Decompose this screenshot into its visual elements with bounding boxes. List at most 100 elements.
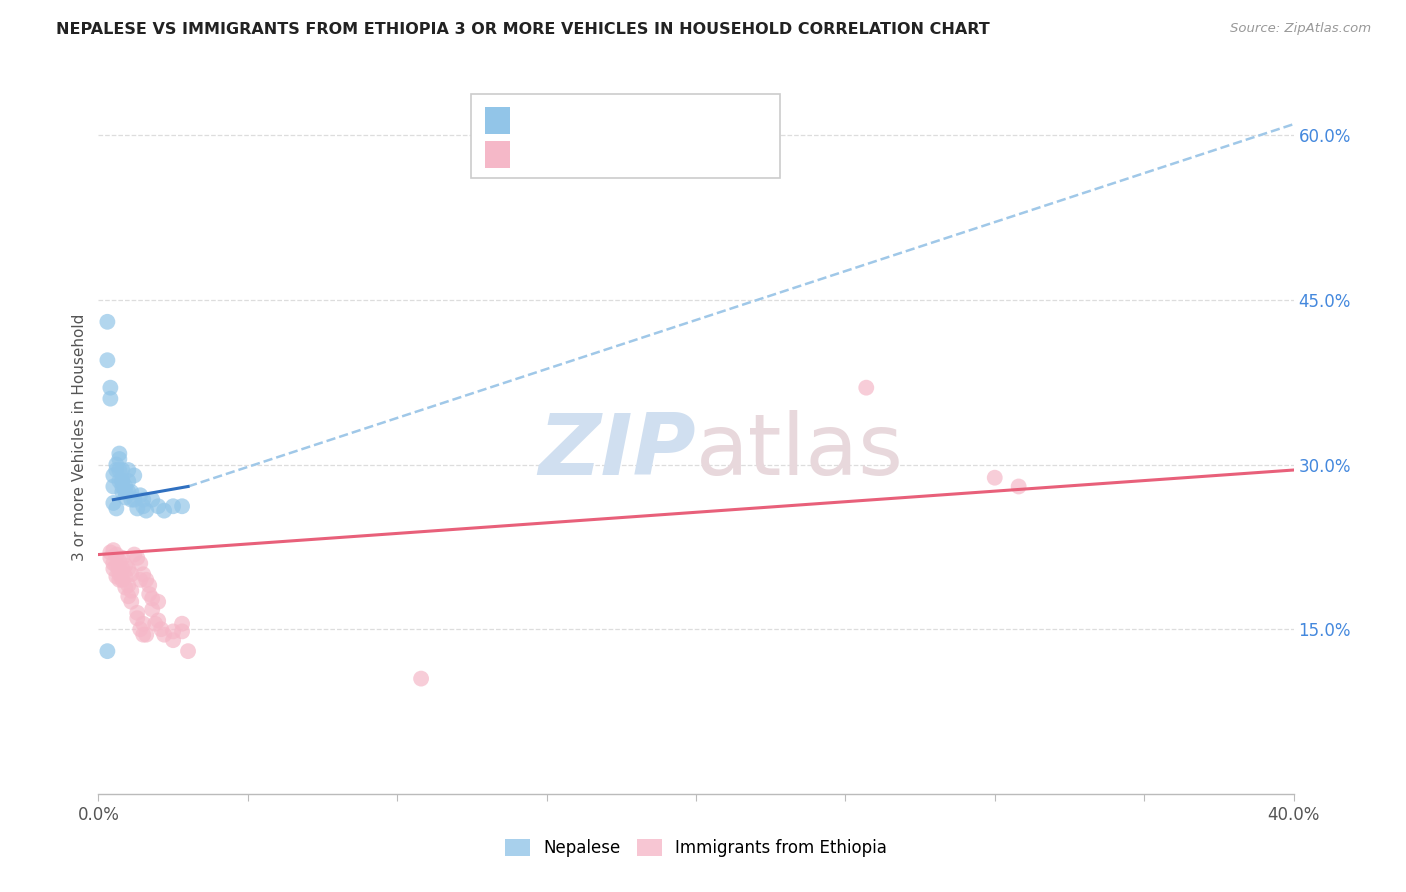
Point (96, 353, 118, 368)
Point (108, 463, 131, 477)
Point (117, 463, 139, 477)
Text: NEPALESE VS IMMIGRANTS FROM ETHIOPIA 3 OR MORE VEHICLES IN HOUSEHOLD CORRELATION: NEPALESE VS IMMIGRANTS FROM ETHIOPIA 3 O… (56, 22, 990, 37)
Point (103, 562, 125, 576)
Point (105, 558, 128, 573)
Point (111, 485, 134, 500)
Text: ZIP: ZIP (538, 409, 696, 493)
Point (1008, 479, 1031, 493)
Point (120, 595, 142, 609)
Point (98, 550, 122, 565)
Point (111, 479, 134, 493)
Point (114, 479, 136, 493)
Point (98, 545, 122, 559)
Point (135, 628, 157, 642)
Point (129, 573, 152, 587)
Point (172, 624, 194, 639)
Point (111, 474, 134, 488)
Point (108, 554, 131, 568)
Point (141, 591, 163, 606)
Text: N =: N = (613, 110, 665, 128)
Text: Source: ZipAtlas.com: Source: ZipAtlas.com (1230, 22, 1371, 36)
Point (117, 589, 139, 603)
Point (124, 492, 146, 507)
Point (132, 567, 155, 582)
Point (984, 471, 1007, 485)
Point (162, 633, 184, 648)
Point (135, 573, 157, 587)
Point (132, 500, 155, 514)
Text: R =: R = (522, 143, 561, 161)
Point (114, 558, 136, 573)
Point (141, 492, 163, 507)
Point (141, 602, 163, 616)
Point (108, 452, 131, 467)
Point (120, 583, 142, 598)
Point (103, 557, 125, 571)
Point (138, 587, 160, 601)
Point (153, 503, 176, 517)
Point (150, 622, 173, 636)
Point (111, 474, 134, 488)
Y-axis label: 3 or more Vehicles in Household: 3 or more Vehicles in Household (72, 313, 87, 561)
Point (127, 550, 149, 565)
Point (132, 492, 155, 507)
Point (105, 458, 128, 472)
Point (120, 485, 142, 500)
Point (117, 474, 139, 488)
Point (96, 644, 118, 658)
Text: atlas: atlas (696, 409, 904, 493)
Text: R =: R = (522, 110, 561, 128)
Point (111, 573, 134, 587)
Point (177, 644, 200, 658)
Point (108, 474, 131, 488)
Text: 0.272: 0.272 (558, 143, 614, 161)
Text: 40: 40 (662, 110, 688, 128)
Point (111, 550, 134, 565)
Point (96, 315, 118, 329)
Point (117, 485, 139, 500)
Point (114, 491, 136, 505)
Point (120, 492, 142, 507)
Point (172, 500, 194, 514)
Point (148, 500, 170, 514)
Legend: Nepalese, Immigrants from Ethiopia: Nepalese, Immigrants from Ethiopia (498, 832, 894, 864)
Point (148, 595, 170, 609)
Point (114, 581, 136, 595)
Point (127, 611, 149, 625)
Point (138, 578, 160, 592)
Point (98, 381, 122, 395)
Point (108, 567, 131, 582)
Point (108, 573, 131, 587)
Point (162, 624, 184, 639)
Text: N =: N = (613, 143, 665, 161)
Point (103, 496, 125, 510)
Point (124, 548, 146, 562)
Point (153, 628, 176, 642)
Point (148, 614, 170, 628)
Point (108, 446, 131, 460)
Text: 53: 53 (662, 143, 688, 161)
Point (103, 468, 125, 483)
Point (111, 463, 134, 477)
Point (127, 606, 149, 620)
Point (127, 501, 149, 516)
Point (129, 557, 152, 571)
Point (855, 381, 877, 395)
Point (111, 562, 134, 576)
Point (103, 543, 125, 558)
Point (105, 463, 128, 477)
Point (117, 562, 139, 576)
Point (105, 501, 128, 516)
Point (117, 578, 139, 592)
Point (98, 392, 122, 406)
Point (135, 503, 157, 517)
Point (129, 488, 152, 502)
Point (411, 672, 433, 686)
Point (162, 500, 184, 514)
Point (103, 479, 125, 493)
Point (132, 628, 155, 642)
Point (129, 622, 152, 636)
Point (114, 485, 136, 500)
Point (124, 468, 146, 483)
Text: 0.151: 0.151 (558, 110, 614, 128)
